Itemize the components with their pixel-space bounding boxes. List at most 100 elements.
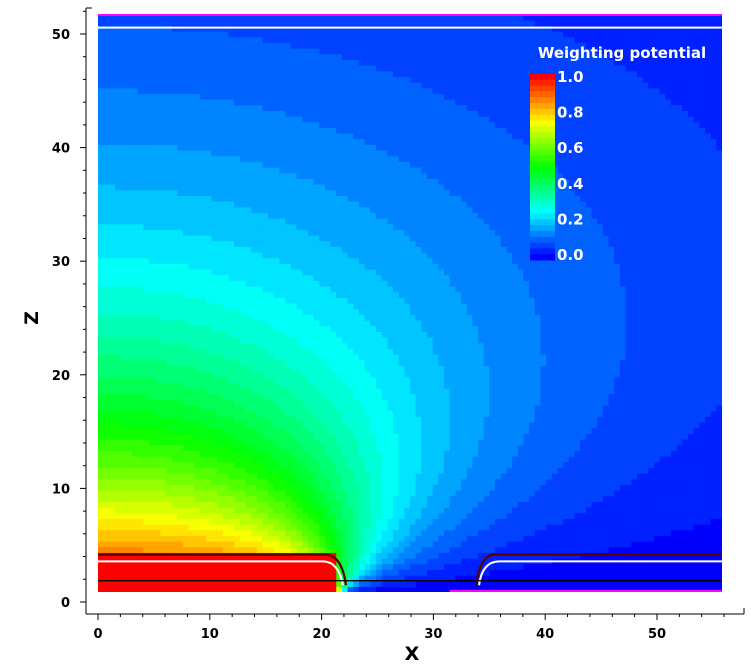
field-cell bbox=[115, 535, 122, 542]
field-cell bbox=[608, 529, 615, 536]
field-cell bbox=[489, 501, 496, 508]
field-cell bbox=[200, 473, 207, 480]
field-cell bbox=[449, 490, 456, 497]
field-cell bbox=[699, 569, 706, 576]
field-cell bbox=[449, 484, 456, 491]
field-cell bbox=[597, 444, 604, 451]
field-cell bbox=[523, 507, 530, 514]
field-cell bbox=[160, 461, 167, 468]
field-cell bbox=[290, 512, 298, 519]
field-cell bbox=[608, 427, 615, 434]
field-cell bbox=[296, 376, 303, 383]
field-cell bbox=[307, 365, 315, 372]
field-cell bbox=[200, 575, 207, 582]
field-cell bbox=[489, 580, 496, 587]
field-cell bbox=[370, 450, 377, 457]
field-cell bbox=[120, 586, 127, 592]
field-cell bbox=[319, 365, 326, 372]
field-cell bbox=[177, 456, 184, 463]
field-cell bbox=[517, 405, 525, 412]
field-cell bbox=[710, 410, 717, 417]
field-cell bbox=[211, 337, 218, 344]
field-cell bbox=[676, 376, 683, 383]
field-cell bbox=[120, 359, 127, 366]
field-cell bbox=[602, 586, 610, 592]
field-cell bbox=[687, 354, 695, 361]
field-cell bbox=[472, 422, 479, 429]
field-cell bbox=[171, 399, 179, 406]
field-cell bbox=[183, 473, 190, 480]
field-cell bbox=[358, 444, 366, 451]
field-cell bbox=[137, 354, 144, 361]
field-cell bbox=[234, 512, 241, 519]
field-cell bbox=[132, 331, 139, 338]
field-cell bbox=[608, 501, 615, 508]
field-cell bbox=[177, 439, 184, 446]
field-cell bbox=[154, 399, 161, 406]
field-cell bbox=[631, 399, 638, 406]
field-cell bbox=[602, 524, 610, 531]
field-cell bbox=[234, 524, 241, 531]
field-cell bbox=[495, 467, 502, 474]
field-cell bbox=[455, 354, 462, 361]
field-cell bbox=[551, 473, 559, 480]
field-cell bbox=[120, 331, 127, 338]
field-cell bbox=[217, 337, 224, 344]
field-cell bbox=[103, 507, 110, 514]
field-cell bbox=[534, 439, 542, 446]
field-cell bbox=[251, 433, 258, 440]
field-cell bbox=[534, 512, 542, 519]
field-cell bbox=[625, 405, 632, 412]
field-cell bbox=[523, 337, 530, 344]
field-cell bbox=[648, 359, 655, 366]
field-cell bbox=[256, 461, 264, 468]
field-cell bbox=[602, 422, 610, 429]
field-cell bbox=[245, 586, 252, 592]
field-cell bbox=[126, 444, 133, 451]
field-cell bbox=[631, 535, 638, 542]
field-cell bbox=[285, 484, 292, 491]
field-cell bbox=[455, 575, 462, 582]
field-cell bbox=[387, 399, 394, 406]
field-cell bbox=[517, 450, 525, 457]
field-cell bbox=[585, 365, 593, 372]
field-cell bbox=[682, 586, 689, 592]
field-cell bbox=[506, 359, 513, 366]
field-cell bbox=[506, 507, 513, 514]
field-cell bbox=[217, 495, 224, 502]
field-cell bbox=[506, 586, 513, 592]
field-cell bbox=[557, 580, 564, 587]
field-cell bbox=[517, 337, 525, 344]
field-cell bbox=[143, 444, 150, 451]
field-cell bbox=[427, 433, 434, 440]
field-cell bbox=[517, 439, 525, 446]
field-cell bbox=[143, 501, 150, 508]
field-cell bbox=[137, 399, 144, 406]
field-cell bbox=[126, 348, 133, 355]
field-cell bbox=[687, 376, 695, 383]
field-cell bbox=[653, 518, 661, 525]
field-cell bbox=[455, 348, 462, 355]
field-cell bbox=[177, 410, 184, 417]
field-cell bbox=[239, 524, 247, 531]
field-cell bbox=[262, 444, 269, 451]
field-cell bbox=[591, 382, 598, 389]
field-cell bbox=[177, 405, 184, 412]
field-cell bbox=[631, 393, 638, 400]
field-cell bbox=[256, 501, 264, 508]
field-cell bbox=[273, 535, 281, 542]
field-cell bbox=[115, 342, 122, 349]
field-cell bbox=[710, 427, 717, 434]
field-cell bbox=[523, 427, 530, 434]
field-cell bbox=[194, 501, 201, 508]
field-cell bbox=[188, 456, 196, 463]
field-cell bbox=[109, 580, 116, 587]
field-cell bbox=[421, 467, 428, 474]
field-cell bbox=[188, 410, 196, 417]
field-cell bbox=[534, 444, 542, 451]
field-cell bbox=[489, 461, 496, 468]
field-cell bbox=[268, 473, 275, 480]
field-cell bbox=[149, 444, 156, 451]
field-cell bbox=[551, 467, 559, 474]
field-cell bbox=[194, 342, 201, 349]
